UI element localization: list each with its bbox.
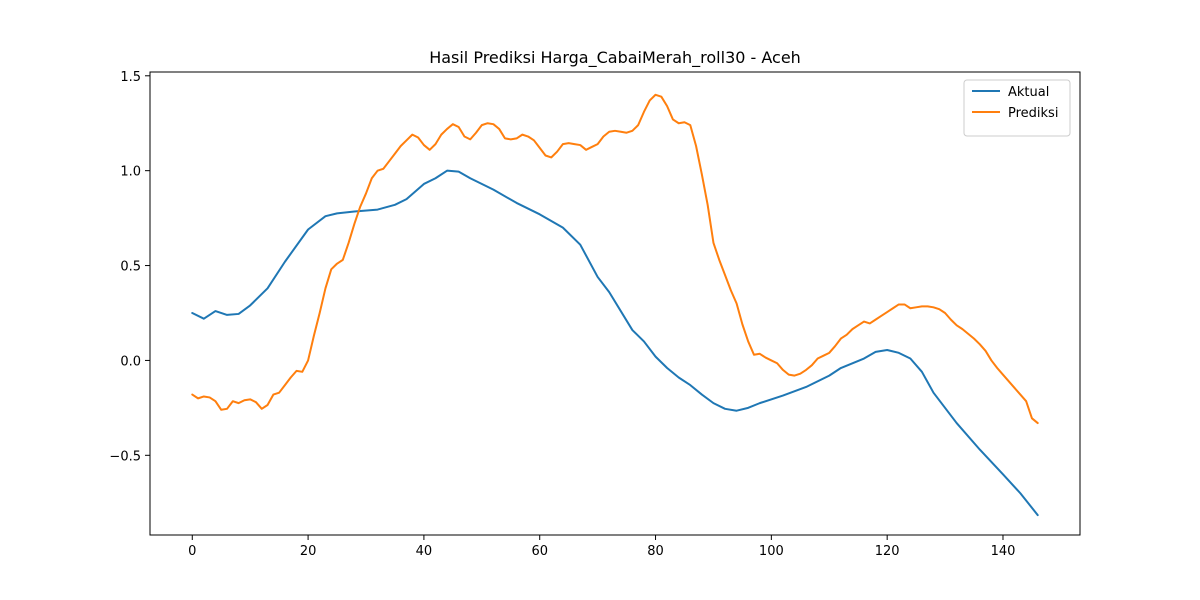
- x-tick-label: 40: [416, 544, 433, 559]
- x-tick-label: 80: [647, 544, 664, 559]
- x-tick-label: 20: [300, 544, 317, 559]
- series-line-aktual: [191, 169, 1039, 517]
- y-tick-label: 1.0: [120, 165, 141, 180]
- x-tick-label: 140: [991, 544, 1016, 559]
- axes-layer: 0 20 40 60 80 100 120 140 −0.5 0.0 0.5 1.0 1.5: [109, 70, 1081, 559]
- x-tick-label: 60: [531, 544, 548, 559]
- y-tick-label: 0.5: [120, 260, 141, 275]
- series-line-prediksi: [191, 93, 1039, 425]
- x-tick-label: 120: [875, 544, 900, 559]
- legend: Aktual Prediksi: [963, 79, 1071, 137]
- plot-frame: [149, 71, 1081, 536]
- x-tick-label: 100: [759, 544, 784, 559]
- legend-label-prediksi: Prediksi: [1008, 106, 1058, 121]
- x-tick-label: 0: [188, 544, 196, 559]
- legend-label-aktual: Aktual: [1008, 85, 1049, 100]
- y-tick-label: 0.0: [120, 354, 141, 369]
- y-tick-label: −0.5: [109, 449, 141, 464]
- series-layer: [191, 93, 1039, 517]
- y-tick-label: 1.5: [120, 70, 141, 85]
- chart-title: Hasil Prediksi Harga_CabaiMerah_roll30 -…: [429, 48, 801, 68]
- legend-box: [963, 79, 1071, 137]
